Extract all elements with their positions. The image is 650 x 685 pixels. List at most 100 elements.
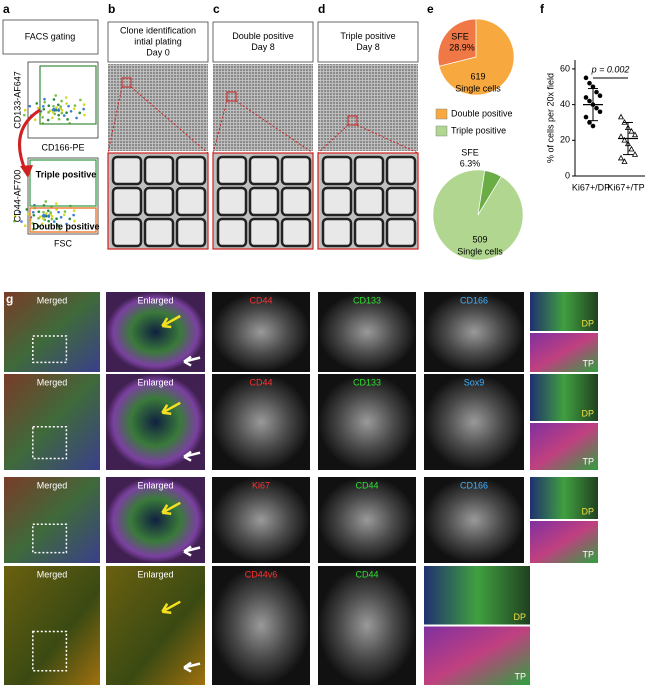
- y-tick-label: 40: [560, 99, 570, 109]
- facs-dot: [65, 102, 68, 105]
- channel-label: Enlarged: [137, 480, 173, 490]
- facs-dot: [69, 109, 73, 113]
- pie-slice: [437, 18, 477, 67]
- plate-image: [108, 64, 208, 151]
- channel-label: Merged: [37, 569, 68, 579]
- facs-dot: [47, 223, 51, 227]
- facs-dot: [59, 215, 63, 219]
- zoom-box: [121, 77, 132, 88]
- facs-dot: [31, 228, 35, 231]
- point: [583, 75, 589, 81]
- zoom-line: [212, 100, 228, 154]
- zoom-line: [107, 86, 123, 154]
- count-text: Single cells: [457, 246, 503, 256]
- gate: [39, 65, 97, 125]
- facs-dot: [63, 210, 67, 213]
- facs-dot: [57, 109, 61, 112]
- facs-dot: [72, 209, 76, 212]
- facs-dot: [47, 104, 51, 108]
- well: [280, 186, 312, 217]
- facs-dot: [58, 227, 61, 231]
- panel-title: FACS gating: [25, 31, 76, 41]
- well: [175, 155, 207, 186]
- slice-label: SFE: [451, 31, 469, 41]
- panel-title: Day 8: [251, 42, 275, 52]
- point: [583, 114, 589, 120]
- channel-label: CD44: [249, 295, 272, 305]
- legend-label: Triple positive: [451, 125, 506, 135]
- micrograph: [4, 292, 100, 372]
- facs-dot: [41, 115, 44, 119]
- facs-dot: [57, 210, 60, 214]
- zoom-line: [130, 86, 209, 154]
- channel-label: CD44: [249, 377, 272, 387]
- facs-dot: [44, 200, 48, 203]
- facs-dot: [73, 219, 76, 223]
- inset-label: DP: [513, 612, 526, 622]
- facs-dot: [60, 111, 64, 115]
- micrograph: [318, 566, 416, 685]
- facs-dot: [54, 94, 58, 97]
- slice-label: SFE: [461, 147, 479, 157]
- micrograph: [212, 566, 310, 685]
- facs-dot: [54, 108, 58, 112]
- micrograph: [424, 292, 524, 372]
- count-text: Single cells: [455, 83, 501, 93]
- facs-dot: [43, 100, 47, 104]
- well: [216, 186, 248, 217]
- facs-dot: [62, 213, 66, 217]
- arrow: [183, 661, 201, 673]
- facs-dot: [13, 214, 17, 218]
- panel-letter: c: [213, 2, 220, 16]
- facs-dot: [52, 220, 56, 223]
- channel-label: CD44v6: [245, 569, 278, 579]
- channel-label: Ki67: [252, 480, 270, 490]
- micrograph: [318, 292, 416, 372]
- panel-letter: g: [6, 292, 13, 306]
- inset-image: [530, 423, 598, 470]
- facs-dot: [83, 113, 86, 117]
- facs-dot: [47, 215, 51, 218]
- facs-dot: [36, 224, 40, 228]
- point: [617, 113, 625, 120]
- facs-dot: [52, 98, 56, 101]
- axis-label: CD166-PE: [41, 142, 84, 152]
- zoom-box: [347, 115, 358, 126]
- facs-dot: [31, 221, 34, 225]
- facs-dot: [43, 218, 47, 222]
- well: [111, 217, 143, 248]
- facs-dot: [36, 106, 40, 110]
- arrowhead: [20, 165, 33, 178]
- well: [143, 186, 175, 217]
- roi-box: [32, 426, 68, 460]
- facs-dot: [60, 109, 64, 112]
- channel-label: Merged: [37, 377, 68, 387]
- well: [280, 217, 312, 248]
- well: [321, 217, 353, 248]
- facs-dot: [49, 211, 52, 214]
- arrow: [18, 108, 41, 173]
- point: [597, 93, 603, 98]
- inset-image: [530, 477, 598, 519]
- micrograph: [4, 566, 100, 685]
- point: [617, 133, 625, 139]
- point: [587, 120, 592, 125]
- micrograph: [4, 477, 100, 563]
- micrograph: [212, 292, 310, 372]
- facs-dot: [26, 212, 30, 216]
- micrograph: [424, 374, 524, 470]
- title-box: [2, 19, 99, 55]
- arrow: [161, 401, 181, 416]
- y-tick-label: 0: [565, 170, 570, 180]
- annotation: p = 0.002: [591, 64, 630, 74]
- panel-letter: f: [540, 2, 545, 16]
- facs-dot: [46, 209, 50, 213]
- panel-letter: b: [108, 2, 115, 16]
- well: [353, 217, 385, 248]
- facs-dot: [23, 108, 27, 112]
- point: [594, 105, 599, 111]
- facs-dot: [41, 104, 45, 108]
- facs-dot: [50, 217, 54, 221]
- facs-dot: [82, 103, 86, 106]
